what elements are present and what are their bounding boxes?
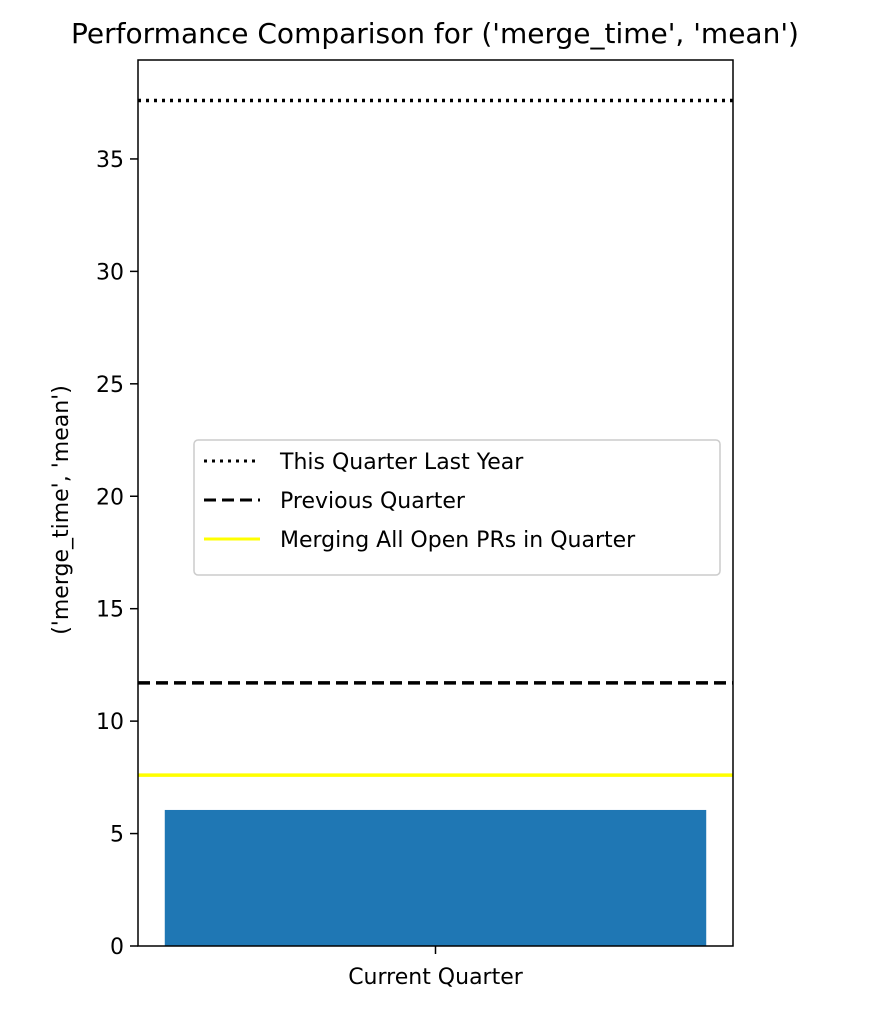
legend-label-this-quarter-last-year: This Quarter Last Year bbox=[279, 450, 524, 475]
bar-current-quarter bbox=[164, 809, 707, 946]
legend-box bbox=[193, 439, 721, 576]
y-tick-label-25: 25 bbox=[96, 373, 124, 398]
y-tick-label-30: 30 bbox=[96, 260, 124, 285]
y-tick-label-15: 15 bbox=[96, 598, 124, 623]
y-tick-label-35: 35 bbox=[96, 148, 124, 173]
legend-entries: This Quarter Last Year Previous Quarter Me… bbox=[204, 450, 636, 553]
legend-label-merging-all-open-prs-in-quarter: Merging All Open PRs in Quarter bbox=[280, 528, 636, 553]
y-axis: 0 5 10 15 20 25 30 35 bbox=[96, 148, 138, 960]
y-axis-label: ('merge_time', 'mean') bbox=[49, 385, 74, 635]
y-tick-label-5: 5 bbox=[110, 823, 124, 848]
legend: This Quarter Last Year Previous Quarter Me… bbox=[193, 439, 721, 576]
x-axis: Current Quarter bbox=[348, 946, 524, 990]
y-tick-label-10: 10 bbox=[96, 710, 124, 735]
y-tick-label-0: 0 bbox=[110, 935, 124, 960]
chart-title: Performance Comparison for ('merge_time'… bbox=[71, 17, 799, 50]
y-tick-label-20: 20 bbox=[96, 485, 124, 510]
reference-lines bbox=[138, 98, 733, 777]
plot-area bbox=[137, 59, 734, 947]
x-tick-label-current-quarter: Current Quarter bbox=[348, 965, 524, 990]
legend-label-previous-quarter: Previous Quarter bbox=[280, 489, 466, 514]
bars bbox=[164, 809, 707, 946]
